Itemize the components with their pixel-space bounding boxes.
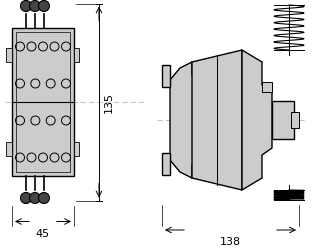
Bar <box>16 32 70 172</box>
Bar <box>6 48 12 62</box>
Circle shape <box>38 0 49 11</box>
Circle shape <box>20 192 31 203</box>
Circle shape <box>38 192 49 203</box>
Bar <box>272 101 294 139</box>
Bar <box>262 82 272 92</box>
Bar <box>74 142 79 156</box>
Polygon shape <box>170 62 200 178</box>
Bar <box>162 65 170 87</box>
Text: 138: 138 <box>220 237 241 247</box>
Polygon shape <box>192 50 242 190</box>
Bar <box>12 28 74 176</box>
Text: 45: 45 <box>36 229 50 239</box>
Text: 135: 135 <box>104 91 114 113</box>
Bar <box>6 142 12 156</box>
Bar <box>74 48 79 62</box>
Bar <box>291 112 299 128</box>
Circle shape <box>20 0 31 11</box>
Circle shape <box>29 192 40 203</box>
Bar <box>162 153 170 175</box>
Circle shape <box>29 0 40 11</box>
Polygon shape <box>242 50 272 190</box>
